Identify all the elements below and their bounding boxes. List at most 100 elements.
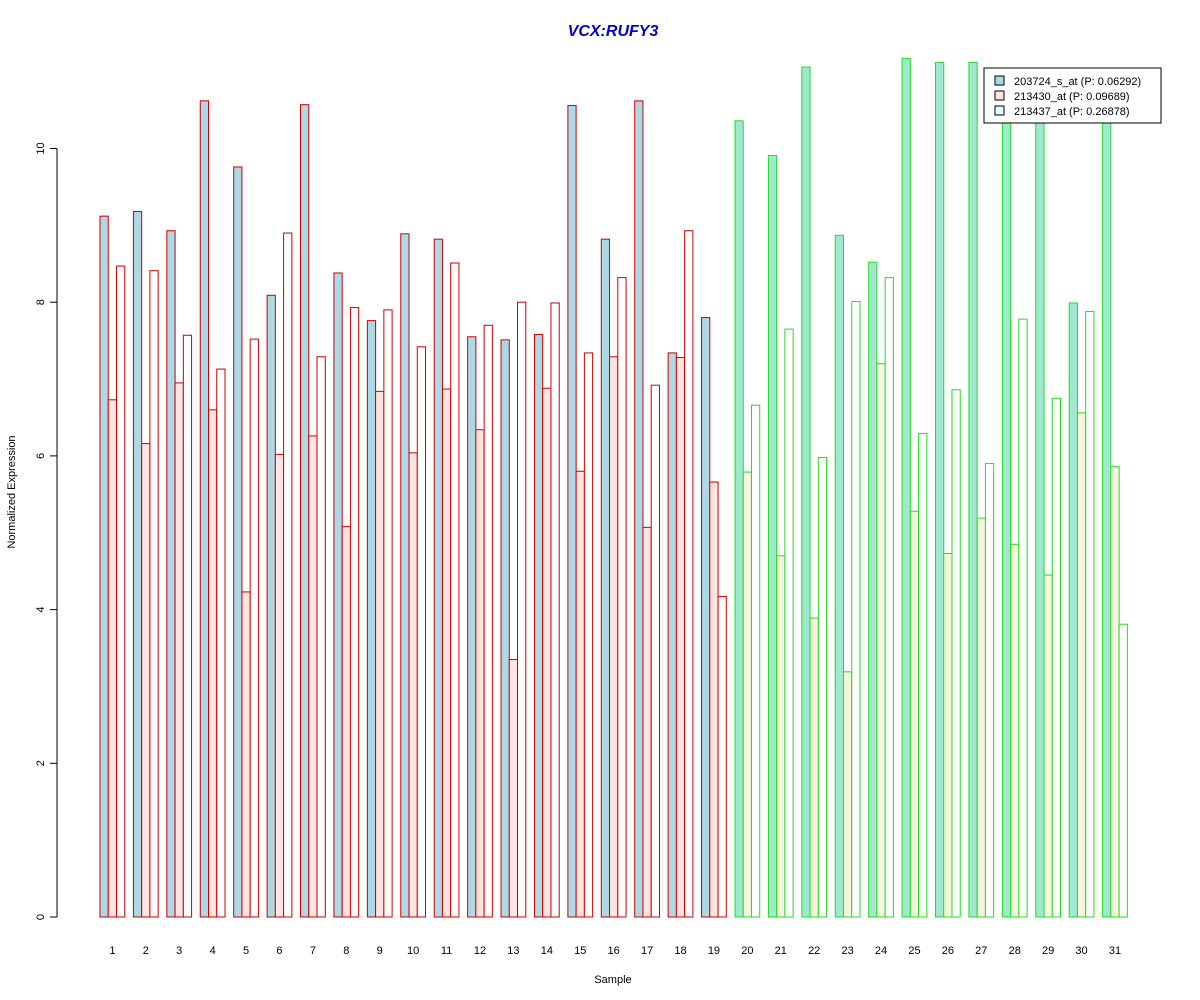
y-axis: 0 2 4 6 8 10 — [35, 142, 58, 920]
bar-sample-4-series-1 — [199, 100, 210, 918]
bar-sample-26-series-2 — [943, 553, 953, 918]
bar-sample-10-series-2 — [408, 452, 418, 918]
bar-sample-9-series-3 — [383, 309, 393, 918]
bar-sample-7-series-3 — [316, 356, 326, 918]
y-tick-label: 2 — [35, 760, 47, 766]
legend-swatch — [994, 105, 1005, 116]
bar-sample-18-series-2 — [675, 357, 686, 918]
x-tick-label: 7 — [310, 945, 316, 957]
bar-sample-1-series-2 — [107, 399, 117, 918]
bar-sample-5-series-3 — [249, 338, 259, 918]
bar-sample-21-series-2 — [776, 555, 786, 918]
x-tick-label: 1 — [109, 945, 115, 957]
bar-sample-24-series-1 — [868, 261, 878, 918]
bar-sample-17-series-3 — [650, 384, 660, 918]
bar-sample-8-series-3 — [349, 307, 360, 918]
x-tick-label: 14 — [541, 945, 553, 957]
bar-sample-31-series-3 — [1118, 623, 1128, 918]
x-tick-label: 25 — [908, 945, 920, 957]
legend-box — [983, 67, 1162, 124]
bar-sample-2-series-3 — [149, 270, 159, 918]
bar-sample-12-series-2 — [475, 429, 485, 918]
bar-sample-8-series-1 — [333, 272, 343, 918]
y-tick-label: 6 — [35, 453, 47, 459]
bar-sample-1-series-1 — [99, 215, 109, 918]
bar-sample-29-series-1 — [1035, 117, 1045, 918]
bar-sample-4-series-2 — [208, 409, 218, 918]
bar-sample-16-series-2 — [609, 356, 619, 918]
bar-sample-11-series-2 — [441, 388, 452, 918]
bar-sample-17-series-1 — [634, 100, 644, 918]
bar-sample-2-series-1 — [132, 211, 143, 918]
bar-sample-16-series-1 — [600, 238, 611, 918]
x-tick-label: 3 — [176, 945, 182, 957]
bar-sample-10-series-1 — [400, 233, 410, 918]
bar-sample-12-series-3 — [483, 324, 493, 918]
bar-sample-3-series-2 — [174, 382, 184, 918]
legend-entry-label: 203724_s_at (P: 0.06292) — [1014, 76, 1141, 88]
x-tick-label: 18 — [674, 945, 686, 957]
bar-sample-11-series-1 — [433, 238, 443, 918]
x-tick-label: 19 — [708, 945, 720, 957]
bar-sample-20-series-1 — [734, 120, 744, 918]
bar-sample-25-series-2 — [909, 510, 920, 918]
bar-sample-31-series-1 — [1102, 117, 1112, 918]
y-tick-label: 8 — [35, 299, 47, 305]
x-tick-label: 23 — [841, 945, 853, 957]
bar-sample-20-series-2 — [742, 471, 752, 918]
x-tick-label: 31 — [1109, 945, 1121, 957]
x-tick-label: 24 — [875, 945, 887, 957]
x-tick-label: 4 — [210, 945, 216, 957]
bar-sample-23-series-2 — [842, 671, 853, 918]
bar-sample-6-series-2 — [274, 453, 285, 918]
bar-sample-17-series-2 — [642, 526, 652, 918]
x-tick-label: 28 — [1009, 945, 1021, 957]
x-tick-label: 17 — [641, 945, 653, 957]
x-axis-label: Sample — [594, 974, 631, 986]
bar-sample-29-series-3 — [1051, 397, 1062, 918]
bar-sample-13-series-2 — [508, 659, 519, 918]
x-tick-label: 13 — [507, 945, 519, 957]
bar-sample-19-series-2 — [709, 481, 719, 918]
x-tick-labels: 1 2 3 4 5 6 7 8 9 10 11 12 13 14 15 16 17 18 19 20 21 22 23 24 2… — [109, 945, 1121, 957]
bar-sample-19-series-3 — [717, 596, 727, 918]
bar-sample-23-series-1 — [834, 234, 844, 918]
x-tick-label: 10 — [407, 945, 419, 957]
bar-sample-18-series-3 — [684, 230, 694, 918]
bar-sample-8-series-2 — [341, 526, 351, 918]
bar-sample-24-series-3 — [884, 277, 894, 918]
bar-sample-14-series-2 — [542, 387, 552, 918]
legend-entry-label: 213430_at (P: 0.09689) — [1014, 91, 1130, 103]
x-tick-label: 9 — [377, 945, 383, 957]
bar-sample-25-series-1 — [901, 58, 911, 918]
bars-group — [99, 58, 1128, 918]
bar-sample-26-series-1 — [935, 61, 945, 918]
bar-sample-16-series-3 — [617, 277, 627, 918]
bar-sample-7-series-1 — [300, 104, 310, 918]
bar-sample-2-series-2 — [141, 443, 151, 918]
x-tick-label: 15 — [574, 945, 586, 957]
bar-sample-5-series-2 — [241, 591, 251, 918]
bar-sample-25-series-3 — [918, 433, 928, 918]
bar-sample-5-series-1 — [233, 166, 243, 918]
bar-sample-30-series-1 — [1068, 302, 1078, 918]
bar-sample-30-series-3 — [1085, 310, 1095, 918]
x-tick-label: 26 — [942, 945, 954, 957]
y-tick-label: 0 — [35, 914, 47, 920]
legend-swatch — [994, 75, 1005, 86]
x-tick-label: 29 — [1042, 945, 1054, 957]
bar-sample-23-series-3 — [851, 300, 861, 918]
bar-sample-10-series-3 — [416, 346, 427, 918]
bar-sample-7-series-2 — [308, 435, 318, 918]
bar-sample-27-series-3 — [984, 463, 995, 918]
bar-sample-3-series-1 — [166, 230, 176, 918]
bar-sample-15-series-2 — [575, 470, 585, 918]
bar-sample-22-series-1 — [801, 66, 811, 918]
bar-sample-9-series-1 — [366, 320, 377, 918]
bar-sample-15-series-3 — [583, 352, 594, 918]
bar-sample-6-series-3 — [283, 232, 293, 918]
bar-sample-11-series-3 — [450, 262, 460, 918]
bar-sample-21-series-3 — [784, 328, 794, 918]
bar-sample-22-series-2 — [809, 617, 819, 918]
